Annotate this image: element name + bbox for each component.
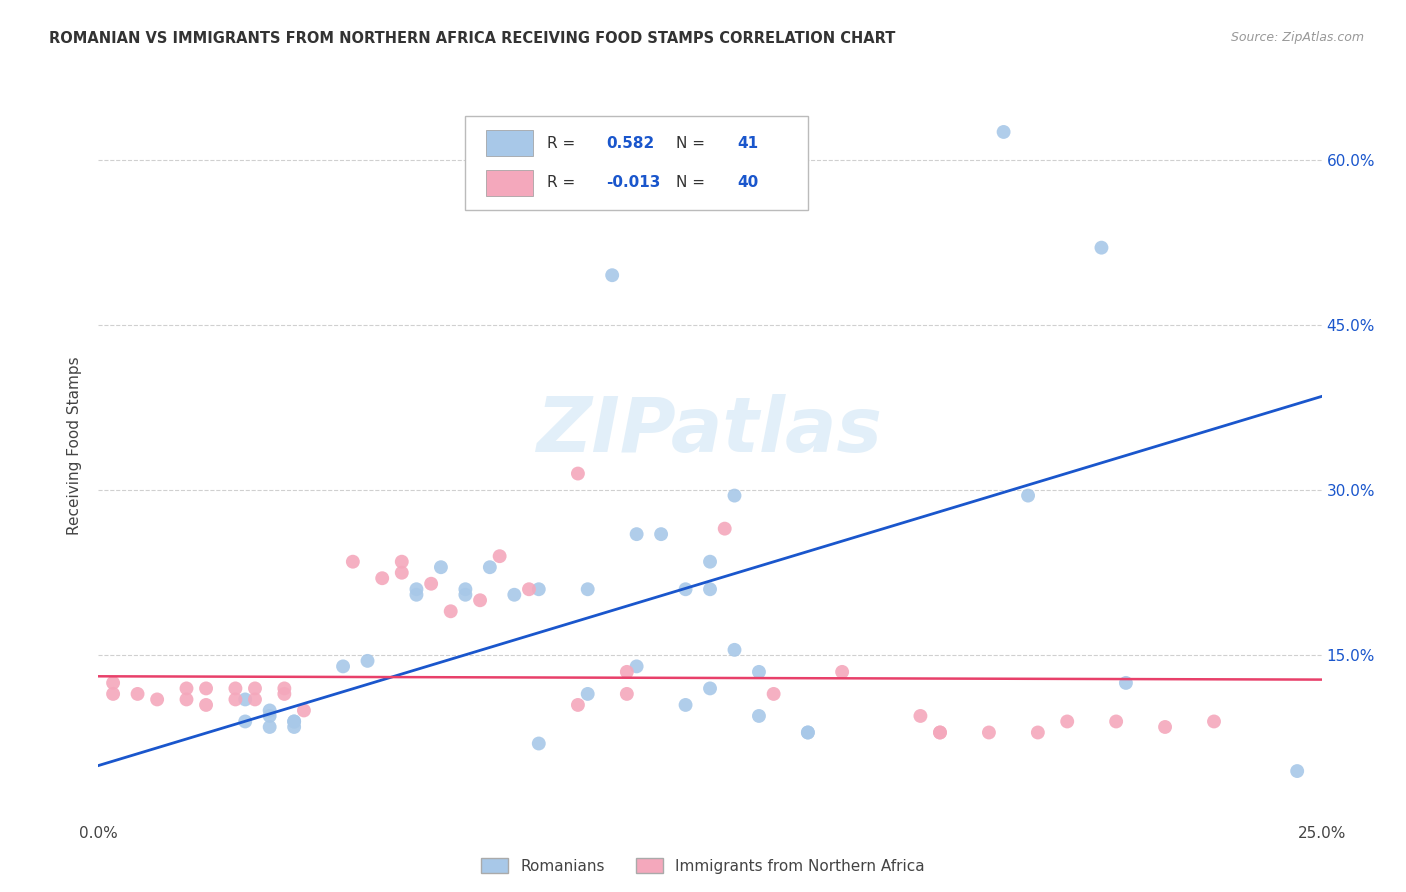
Point	[371, 571, 394, 585]
Point	[176, 681, 198, 696]
FancyBboxPatch shape	[486, 130, 533, 156]
Point	[454, 582, 477, 597]
Point	[910, 709, 932, 723]
Point	[762, 687, 785, 701]
Point	[391, 555, 413, 569]
Point	[576, 582, 599, 597]
Point	[101, 687, 124, 701]
Text: N =: N =	[676, 136, 704, 151]
Point	[527, 737, 550, 751]
Text: Source: ZipAtlas.com: Source: ZipAtlas.com	[1230, 31, 1364, 45]
Point	[977, 725, 1000, 739]
Point	[626, 659, 648, 673]
Point	[224, 681, 246, 696]
Point	[699, 582, 721, 597]
Point	[176, 692, 198, 706]
Point	[748, 709, 770, 723]
Text: ZIPatlas: ZIPatlas	[537, 394, 883, 468]
Point	[468, 593, 491, 607]
Point	[233, 714, 256, 729]
Point	[1202, 714, 1225, 729]
Point	[224, 692, 246, 706]
Point	[283, 714, 305, 729]
Point	[1154, 720, 1177, 734]
Text: N =: N =	[676, 176, 704, 191]
Point	[259, 720, 281, 734]
Point	[797, 725, 820, 739]
Point	[488, 549, 510, 564]
Point	[576, 687, 599, 701]
Point	[440, 604, 463, 618]
Point	[356, 654, 378, 668]
Y-axis label: Receiving Food Stamps: Receiving Food Stamps	[67, 357, 83, 535]
Point	[292, 703, 315, 717]
Text: 40: 40	[737, 176, 758, 191]
Point	[616, 665, 638, 679]
Point	[273, 681, 295, 696]
Point	[1115, 676, 1137, 690]
Point	[929, 725, 952, 739]
Point	[1286, 764, 1309, 778]
Point	[831, 665, 853, 679]
Point	[723, 643, 745, 657]
Point	[993, 125, 1015, 139]
Point	[527, 582, 550, 597]
Point	[1026, 725, 1049, 739]
Point	[243, 681, 266, 696]
Point	[626, 527, 648, 541]
Point	[454, 588, 477, 602]
Point	[283, 714, 305, 729]
Point	[1017, 489, 1039, 503]
Point	[342, 555, 364, 569]
Point	[929, 725, 952, 739]
Point	[283, 720, 305, 734]
Point	[699, 681, 721, 696]
Point	[1090, 241, 1112, 255]
Point	[567, 467, 589, 481]
Point	[127, 687, 149, 701]
Text: R =: R =	[547, 176, 575, 191]
Point	[273, 687, 295, 701]
Point	[503, 588, 526, 602]
Text: R =: R =	[547, 136, 575, 151]
Point	[517, 582, 540, 597]
Point	[567, 698, 589, 712]
Point	[243, 692, 266, 706]
Point	[699, 555, 721, 569]
Text: 0.582: 0.582	[606, 136, 654, 151]
Point	[101, 676, 124, 690]
Point	[420, 576, 443, 591]
Point	[650, 527, 672, 541]
Point	[332, 659, 354, 673]
Text: ROMANIAN VS IMMIGRANTS FROM NORTHERN AFRICA RECEIVING FOOD STAMPS CORRELATION CH: ROMANIAN VS IMMIGRANTS FROM NORTHERN AFR…	[49, 31, 896, 46]
FancyBboxPatch shape	[486, 170, 533, 196]
Point	[478, 560, 501, 574]
Point	[1105, 714, 1128, 729]
Point	[259, 703, 281, 717]
Point	[748, 665, 770, 679]
Point	[195, 698, 218, 712]
Point	[146, 692, 169, 706]
Text: 41: 41	[737, 136, 758, 151]
Point	[1056, 714, 1078, 729]
Point	[675, 582, 697, 597]
Point	[405, 588, 427, 602]
Point	[259, 709, 281, 723]
Point	[616, 687, 638, 701]
Point	[797, 725, 820, 739]
Text: -0.013: -0.013	[606, 176, 661, 191]
Point	[195, 681, 218, 696]
Point	[723, 489, 745, 503]
Point	[233, 692, 256, 706]
FancyBboxPatch shape	[465, 116, 808, 210]
Point	[430, 560, 453, 574]
Point	[713, 522, 735, 536]
Point	[675, 698, 697, 712]
Point	[405, 582, 427, 597]
Point	[600, 268, 623, 283]
Point	[391, 566, 413, 580]
Legend: Romanians, Immigrants from Northern Africa: Romanians, Immigrants from Northern Afri…	[475, 852, 931, 880]
